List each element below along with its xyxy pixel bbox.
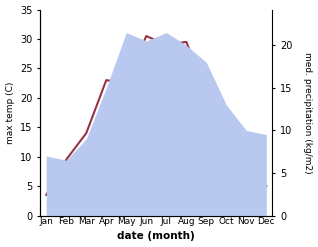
Y-axis label: max temp (C): max temp (C): [5, 81, 15, 144]
X-axis label: date (month): date (month): [117, 231, 195, 242]
Y-axis label: med. precipitation (kg/m2): med. precipitation (kg/m2): [303, 52, 313, 173]
